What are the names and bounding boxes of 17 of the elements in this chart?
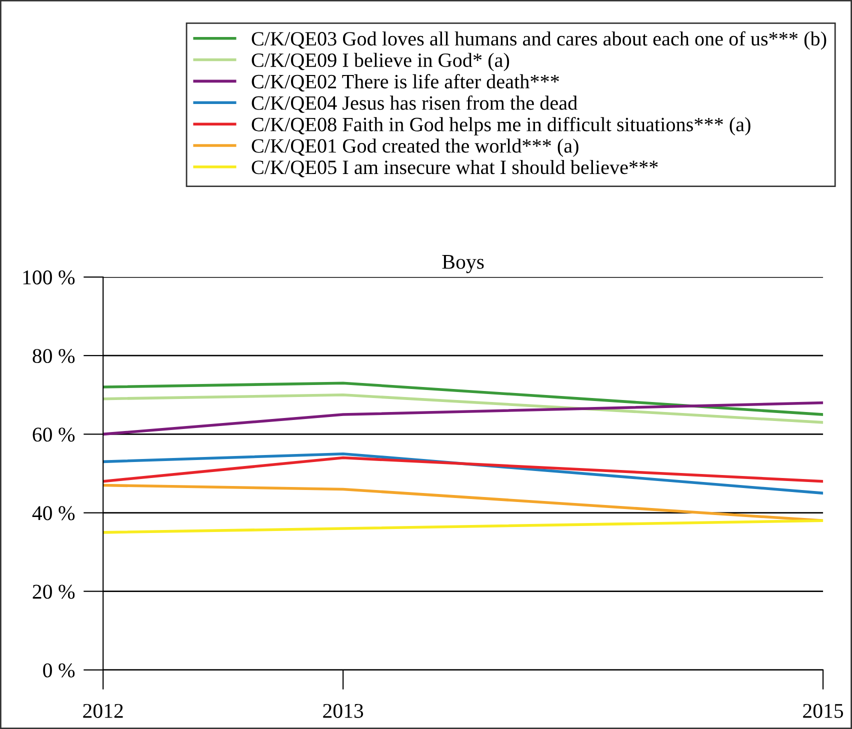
x-tick-label: 2015 bbox=[803, 704, 844, 718]
y-tick-label: 100 % bbox=[23, 270, 75, 285]
y-tick-label: 40 % bbox=[32, 506, 75, 520]
y-tick-label: 20 % bbox=[32, 584, 75, 599]
y-tick-label: 0 % bbox=[43, 663, 75, 678]
y-tick-label: 60 % bbox=[32, 428, 75, 442]
legend-label: C/K/QE02 There is life after death*** bbox=[252, 74, 559, 92]
legend-label: C/K/QE05 I am insecure what I should believe*** bbox=[252, 160, 658, 178]
legend-label: C/K/QE09 I believe in God* (a) bbox=[252, 52, 510, 72]
y-tick-label: 80 % bbox=[32, 348, 75, 364]
x-tick-label: 2013 bbox=[323, 704, 364, 718]
legend-label: C/K/QE04 Jesus has risen from the dead bbox=[252, 95, 578, 113]
legend-label: C/K/QE08 Faith in God helps me in difficult situations*** (a) bbox=[252, 116, 750, 136]
x-tick-label: 2012 bbox=[83, 704, 123, 718]
chart-title: Boys bbox=[442, 255, 484, 274]
legend-label: C/K/QE03 God loves all humans and cares about each one of us*** (b) bbox=[252, 31, 826, 50]
legend-label: C/K/QE01 God created the world*** (a) bbox=[252, 138, 578, 157]
